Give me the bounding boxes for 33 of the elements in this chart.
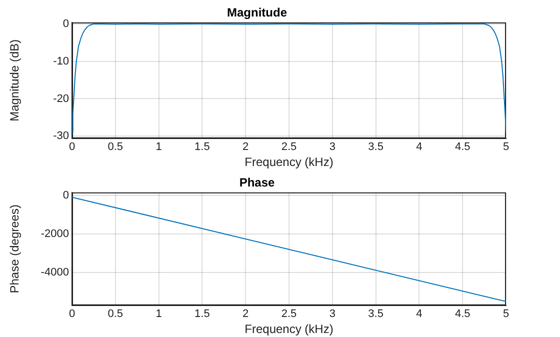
x-tick-label: 3 xyxy=(329,308,336,320)
y-tick-label: -20 xyxy=(53,92,69,105)
x-tick-label: 1 xyxy=(156,308,162,320)
x-tick-label: 1 xyxy=(156,141,162,154)
y-tick-label: -2000 xyxy=(40,228,69,240)
x-tick-label: 0.5 xyxy=(108,308,124,320)
x-axis-title: Frequency (kHz) xyxy=(244,155,334,170)
x-tick-label: 3.5 xyxy=(368,308,384,320)
x-tick-label: 5 xyxy=(502,308,510,320)
y-tick-label: 0 xyxy=(62,18,69,30)
y-tick-label: -10 xyxy=(53,55,69,68)
y-axis-title: Magnitude (dB) xyxy=(8,39,22,122)
y-tick-label: -30 xyxy=(53,130,69,142)
x-tick-label: 3 xyxy=(329,141,336,154)
y-tick-label: -4000 xyxy=(40,266,69,279)
x-tick-label: 4.5 xyxy=(454,308,470,320)
x-tick-label: 0.5 xyxy=(108,141,124,154)
x-tick-label: 5 xyxy=(502,141,510,154)
chart-title: Phase xyxy=(239,176,275,190)
x-tick-label: 2.5 xyxy=(281,141,297,154)
x-tick-label: 2.5 xyxy=(281,308,297,320)
y-tick-label: 0 xyxy=(62,189,69,202)
chart-title: Magnitude xyxy=(227,6,288,20)
x-tick-label: 3.5 xyxy=(368,141,384,154)
x-tick-label: 2 xyxy=(242,308,249,320)
y-axis-title: Phase (degrees) xyxy=(8,204,22,294)
x-tick-label: 1.5 xyxy=(194,141,210,154)
x-tick-label: 4 xyxy=(416,308,422,320)
x-tick-label: 4.5 xyxy=(454,141,470,154)
x-tick-label: 4 xyxy=(416,141,422,154)
x-tick-label: 2 xyxy=(242,141,249,154)
x-axis-title: Frequency (kHz) xyxy=(244,322,334,336)
x-tick-label: 1.5 xyxy=(194,308,210,320)
